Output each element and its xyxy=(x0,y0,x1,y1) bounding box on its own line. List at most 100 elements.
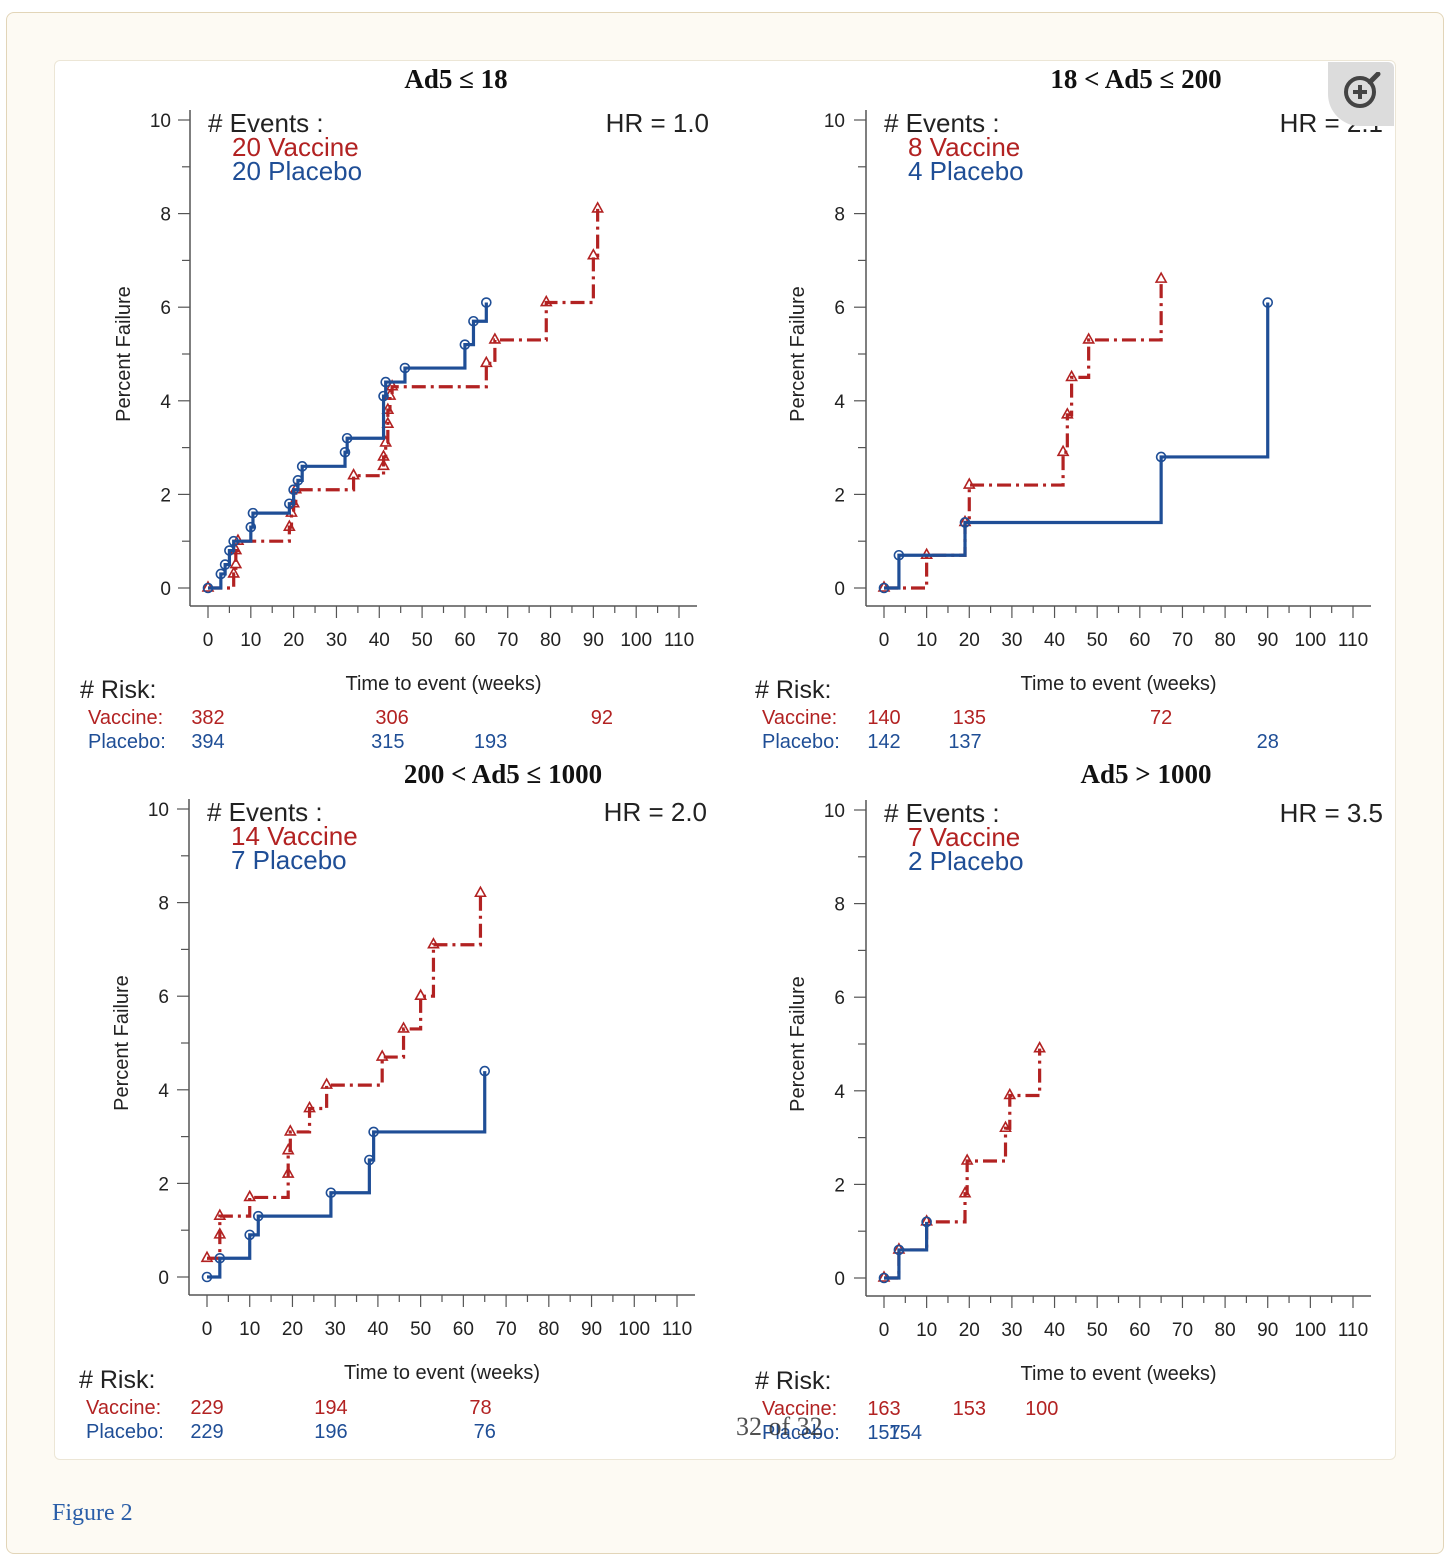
placebo-event-marker xyxy=(247,507,259,519)
x-tick-label: 0 xyxy=(879,630,890,651)
placebo-event-marker xyxy=(284,498,295,510)
vaccine-event-marker xyxy=(377,458,390,471)
y-tick-label: 8 xyxy=(160,205,171,226)
x-tick-label: 0 xyxy=(202,1319,213,1340)
vaccine-event-marker xyxy=(1003,1087,1017,1100)
x-tick-label: 100 xyxy=(1295,630,1327,651)
vaccine-event-marker xyxy=(962,477,976,489)
y-tick-label: 4 xyxy=(834,1082,845,1103)
placebo-events-count: 7 Placebo xyxy=(231,845,347,875)
vaccine-event-marker xyxy=(1065,369,1078,382)
placebo-event-marker xyxy=(224,545,235,556)
x-tick-label: 90 xyxy=(583,630,604,651)
placebo-event-marker xyxy=(245,521,257,533)
vaccine-event-marker xyxy=(414,988,427,1000)
placebo-event-marker xyxy=(219,559,231,570)
vaccine-event-marker xyxy=(303,1100,316,1113)
x-tick-label: 110 xyxy=(1338,1320,1368,1341)
x-tick-label: 60 xyxy=(453,1319,474,1340)
x-axis-label: Time to event (weeks) xyxy=(1021,1363,1217,1385)
x-tick-label: 40 xyxy=(1044,630,1065,651)
y-tick-label: 0 xyxy=(158,1268,169,1289)
x-axis-label: Time to event (weeks) xyxy=(344,1362,540,1384)
y-axis-label: Percent Failure xyxy=(787,286,809,422)
placebo-events-count: 20 Placebo xyxy=(232,156,362,186)
y-tick-label: 4 xyxy=(158,1081,169,1102)
placebo-event-marker xyxy=(378,390,389,402)
hazard-ratio-label: HR = 1.0 xyxy=(606,108,709,138)
vaccine-event-marker xyxy=(243,1189,257,1202)
placebo-event-marker xyxy=(380,376,391,388)
placebo-event-marker xyxy=(479,1065,491,1077)
vaccine-event-marker xyxy=(960,1153,974,1165)
vaccine-event-marker xyxy=(1082,332,1096,344)
y-tick-label: 2 xyxy=(834,485,845,506)
zoom-button[interactable] xyxy=(1328,62,1394,126)
risk-vaccine-label: Vaccine: xyxy=(762,707,837,729)
vaccine-event-marker xyxy=(1056,444,1070,457)
x-tick-label: 30 xyxy=(1001,1320,1022,1341)
y-tick-label: 6 xyxy=(834,988,845,1009)
risk-placebo-count: 28 xyxy=(1257,731,1279,753)
placebo-events-count: 4 Placebo xyxy=(908,156,1024,186)
x-tick-label: 10 xyxy=(239,1319,260,1340)
vaccine-series-line xyxy=(884,279,1163,590)
x-tick-label: 60 xyxy=(1129,1320,1150,1341)
y-tick-label: 8 xyxy=(834,205,845,226)
vaccine-events-count: 14 Vaccine xyxy=(231,821,358,851)
x-tick-label: 80 xyxy=(1215,1320,1236,1341)
vaccine-event-marker xyxy=(283,1124,297,1136)
placebo-event-marker xyxy=(202,582,214,594)
vaccine-event-marker xyxy=(1154,271,1168,283)
x-tick-label: 90 xyxy=(1257,1320,1278,1341)
vaccine-event-marker xyxy=(381,416,395,428)
risk-vaccine-count: 194 xyxy=(314,1397,347,1419)
vaccine-event-marker xyxy=(539,294,553,307)
risk-placebo-count: 76 xyxy=(474,1421,496,1443)
x-tick-label: 20 xyxy=(959,630,980,651)
risk-vaccine-count: 135 xyxy=(953,707,986,729)
placebo-series-line xyxy=(884,1221,929,1280)
placebo-event-marker xyxy=(252,1210,264,1222)
y-tick-label: 2 xyxy=(158,1174,169,1195)
vaccine-event-marker xyxy=(397,1021,410,1033)
placebo-event-marker xyxy=(341,432,353,444)
y-tick-label: 10 xyxy=(824,801,845,822)
vaccine-event-marker xyxy=(375,1049,389,1061)
placebo-event-marker xyxy=(878,1272,890,1284)
y-tick-label: 6 xyxy=(834,298,845,319)
placebo-event-marker xyxy=(1262,297,1274,308)
x-tick-label: 70 xyxy=(496,1319,517,1340)
x-tick-label: 90 xyxy=(581,1319,602,1340)
risk-vaccine-count: 78 xyxy=(469,1397,491,1419)
x-tick-label: 10 xyxy=(916,1320,937,1341)
placebo-event-marker xyxy=(878,582,890,594)
y-tick-label: 10 xyxy=(148,800,169,821)
placebo-event-marker xyxy=(481,297,492,308)
risk-table-header: # Risk: xyxy=(755,1367,831,1395)
risk-placebo-count: 196 xyxy=(314,1421,347,1443)
x-tick-label: 100 xyxy=(618,1319,650,1340)
x-tick-label: 40 xyxy=(369,630,390,651)
vaccine-event-marker xyxy=(281,1166,295,1178)
placebo-event-marker xyxy=(399,362,411,374)
figure-caption-link[interactable]: Figure 2 xyxy=(52,1500,133,1526)
x-tick-label: 20 xyxy=(283,630,304,651)
y-tick-label: 0 xyxy=(834,579,845,600)
risk-placebo-count: 229 xyxy=(190,1421,223,1443)
y-tick-label: 2 xyxy=(834,1175,845,1196)
risk-vaccine-count: 163 xyxy=(867,1398,900,1420)
y-tick-label: 8 xyxy=(158,894,169,915)
x-tick-label: 30 xyxy=(325,1319,346,1340)
x-tick-label: 0 xyxy=(203,630,214,651)
vaccine-event-marker xyxy=(591,201,605,213)
vaccine-event-marker xyxy=(213,1208,227,1220)
placebo-event-marker xyxy=(468,315,479,327)
risk-vaccine-count: 92 xyxy=(591,707,613,729)
risk-vaccine-label: Vaccine: xyxy=(762,1398,837,1420)
y-tick-label: 4 xyxy=(834,392,845,413)
vaccine-event-marker xyxy=(1060,407,1074,419)
x-tick-label: 100 xyxy=(1295,1320,1327,1341)
placebo-event-marker xyxy=(201,1271,213,1283)
